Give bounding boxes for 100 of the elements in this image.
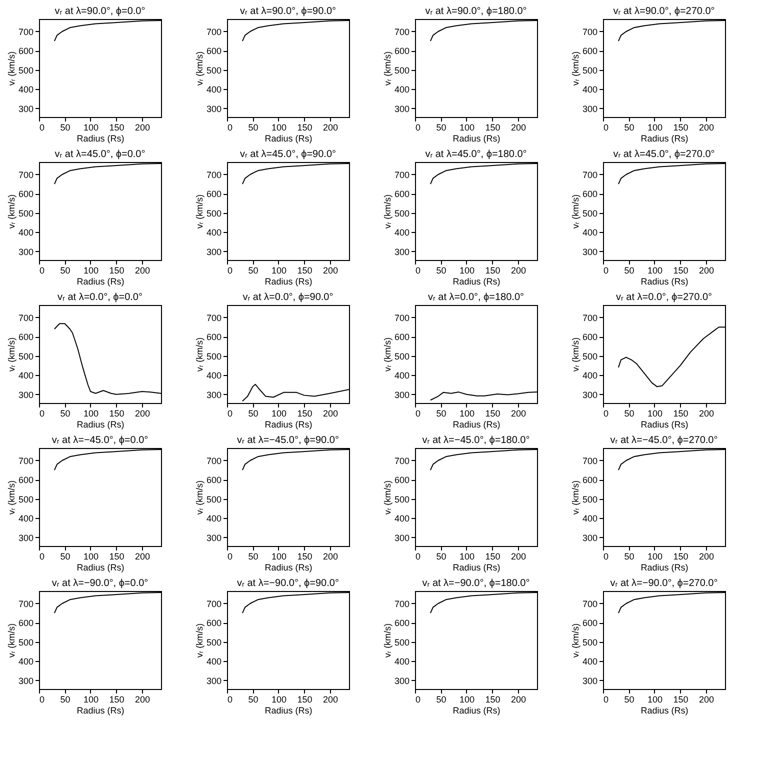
x-tick-label: 150	[297, 266, 312, 276]
y-tick-label: 700	[18, 312, 34, 323]
x-tick-label: 200	[322, 266, 338, 276]
x-tick-label: 50	[436, 266, 446, 276]
y-axis-title: vᵣ (km/s)	[194, 480, 204, 515]
y-tick-label: 700	[582, 170, 598, 180]
chart-title: vᵣ at λ=−90.0°, ϕ=0.0°	[52, 578, 148, 589]
x-tick-label: 150	[109, 552, 124, 562]
chart-title: vᵣ at λ=−45.0°, ϕ=90.0°	[237, 435, 339, 446]
y-tick-label: 500	[582, 208, 598, 218]
y-tick-label: 400	[582, 228, 598, 238]
y-tick-label: 600	[394, 189, 410, 200]
x-axis-title: Radius (Rs)	[264, 706, 312, 716]
y-tick-label: 600	[206, 475, 222, 486]
y-tick-label: 400	[18, 656, 34, 667]
y-tick-label: 300	[394, 676, 410, 686]
x-axis-title: Radius (Rs)	[640, 562, 688, 572]
x-tick-label: 50	[248, 408, 258, 418]
x-tick-label: 0	[40, 266, 45, 276]
y-tick-label: 300	[18, 246, 34, 257]
x-tick-label: 150	[673, 694, 688, 704]
y-tick-label: 600	[18, 332, 34, 342]
x-tick-label: 0	[40, 122, 45, 132]
y-tick-label: 600	[394, 332, 410, 342]
x-tick-label: 100	[647, 694, 662, 704]
y-tick-label: 700	[582, 26, 598, 37]
y-tick-label: 600	[206, 189, 222, 200]
chart-title: vᵣ at λ=−45.0°, ϕ=0.0°	[52, 435, 148, 446]
x-tick-label: 0	[228, 408, 233, 418]
x-axis-title: Radius (Rs)	[76, 276, 124, 286]
y-tick-label: 300	[582, 246, 598, 257]
y-tick-label: 500	[206, 637, 222, 648]
y-tick-label: 600	[582, 46, 598, 56]
chart-title: vᵣ at λ=90.0°, ϕ=180.0°	[425, 6, 527, 17]
x-tick-label: 0	[604, 408, 609, 418]
x-tick-label: 200	[510, 266, 526, 276]
x-tick-label: 50	[436, 122, 446, 132]
x-tick-label: 100	[83, 266, 98, 276]
y-tick-label: 600	[394, 475, 410, 486]
x-tick-label: 0	[40, 694, 45, 704]
y-tick-label: 700	[18, 598, 34, 609]
x-tick-label: 50	[248, 694, 258, 704]
chart-title: vᵣ at λ=90.0°, ϕ=90.0°	[240, 6, 336, 17]
y-tick-label: 300	[394, 104, 410, 114]
x-tick-label: 50	[60, 266, 70, 276]
y-tick-label: 700	[394, 170, 410, 180]
chart-title: vᵣ at λ=0.0°, ϕ=90.0°	[242, 292, 334, 303]
y-tick-label: 300	[394, 246, 410, 257]
y-tick-label: 300	[394, 390, 410, 400]
y-tick-label: 300	[206, 532, 222, 543]
y-tick-label: 300	[582, 104, 598, 114]
x-tick-label: 50	[60, 122, 70, 132]
y-tick-label: 700	[18, 26, 34, 37]
x-axis-title: Radius (Rs)	[452, 134, 500, 144]
x-tick-label: 0	[40, 552, 45, 562]
y-tick-label: 700	[582, 598, 598, 609]
x-tick-label: 150	[673, 122, 688, 132]
y-tick-label: 700	[394, 598, 410, 609]
y-tick-label: 500	[582, 637, 598, 648]
x-tick-label: 150	[485, 408, 500, 418]
x-tick-label: 100	[459, 266, 474, 276]
y-axis-title: vᵣ (km/s)	[382, 194, 392, 229]
y-tick-label: 700	[206, 312, 222, 323]
x-tick-label: 0	[416, 408, 421, 418]
x-tick-label: 50	[248, 266, 258, 276]
x-tick-label: 100	[647, 266, 662, 276]
y-tick-label: 400	[206, 514, 222, 524]
x-axis-title: Radius (Rs)	[452, 562, 500, 572]
y-tick-label: 500	[18, 637, 34, 648]
x-tick-label: 150	[109, 122, 124, 132]
x-tick-label: 100	[271, 266, 286, 276]
y-tick-label: 500	[206, 494, 222, 504]
y-axis-title: vᵣ (km/s)	[382, 337, 392, 372]
y-tick-label: 400	[206, 84, 222, 95]
chart-title: vᵣ at λ=−45.0°, ϕ=180.0°	[422, 435, 530, 446]
y-tick-label: 700	[206, 170, 222, 180]
y-tick-label: 600	[18, 475, 34, 486]
x-tick-label: 100	[83, 694, 98, 704]
chart-title: vᵣ at λ=90.0°, ϕ=0.0°	[54, 6, 146, 17]
x-tick-label: 150	[297, 552, 312, 562]
y-tick-label: 300	[206, 104, 222, 114]
x-tick-label: 150	[297, 122, 312, 132]
y-axis-title: vᵣ (km/s)	[194, 194, 204, 229]
x-tick-label: 50	[624, 122, 634, 132]
y-tick-label: 700	[582, 456, 598, 466]
y-tick-label: 700	[206, 26, 222, 37]
y-tick-label: 600	[582, 332, 598, 342]
y-axis-title: vᵣ (km/s)	[6, 337, 16, 372]
y-tick-label: 300	[18, 532, 34, 543]
y-tick-label: 300	[394, 532, 410, 543]
x-tick-label: 50	[436, 694, 446, 704]
y-tick-label: 500	[18, 65, 34, 76]
x-tick-label: 150	[297, 694, 312, 704]
chart-title: vᵣ at λ=45.0°, ϕ=90.0°	[240, 149, 336, 160]
chart-title: vᵣ at λ=−45.0°, ϕ=270.0°	[610, 435, 718, 446]
x-tick-label: 50	[624, 694, 634, 704]
x-tick-label: 200	[698, 552, 714, 562]
y-tick-label: 500	[582, 351, 598, 362]
y-tick-label: 500	[394, 208, 410, 218]
x-tick-label: 150	[109, 266, 124, 276]
